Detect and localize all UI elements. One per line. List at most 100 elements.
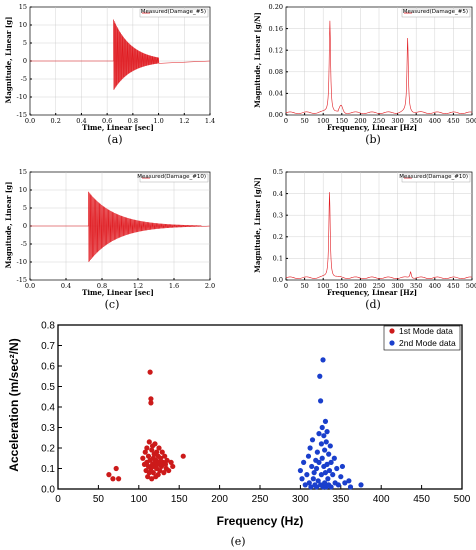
tick-label-x-e: 150 (171, 494, 188, 505)
data-point-2nd-mode (331, 455, 337, 461)
tick-label-x-d: 0 (284, 282, 288, 290)
caption-d: (d) (365, 298, 381, 311)
data-point-2nd-mode (328, 484, 334, 490)
tick-label-x-c: 1.2 (133, 282, 143, 290)
data-point-2nd-mode (358, 482, 364, 488)
chart-c: (c) Time, Linear [sec] Magnitude, Linear… (4, 174, 206, 311)
data-point-2nd-mode (317, 373, 323, 379)
data-point-2nd-mode (318, 398, 324, 404)
tick-label-y-a: 10 (19, 21, 27, 29)
caption-b: (b) (365, 133, 381, 146)
tick-label-y-d: 0.4 (273, 190, 283, 198)
data-point-1st-mode (158, 463, 165, 470)
ylabel-c: Magnitude, Linear [g] (4, 182, 13, 269)
legend-label-d: Measured(Damage_#10) (399, 174, 468, 180)
tick-label-x-d: 150 (336, 282, 348, 290)
data-point-1st-mode (106, 472, 112, 478)
tick-label-y-b: 0.20 (269, 3, 283, 11)
legend-box-d (401, 173, 471, 183)
data-point-2nd-mode (323, 439, 329, 445)
legend-label-b: Measured(Damage_#5) (403, 9, 468, 15)
tick-label-y-e: 0.5 (41, 382, 55, 393)
legend-marker-1st-mode (389, 328, 395, 334)
tick-label-x-b: 400 (429, 117, 441, 125)
data-point-1st-mode (162, 461, 169, 467)
tick-label-x-b: 500 (466, 117, 476, 125)
data-point-1st-mode (110, 476, 116, 482)
data-point-2nd-mode (330, 472, 336, 478)
tick-label-x-a: 1.4 (205, 117, 215, 125)
tick-label-x-e: 400 (373, 494, 390, 505)
data-point-2nd-mode (335, 482, 341, 488)
tick-label-x-a: 1.2 (179, 117, 189, 125)
tick-label-x-d: 500 (466, 282, 476, 290)
tick-label-x-a: 0.6 (102, 117, 112, 125)
tick-label-x-b: 350 (410, 117, 422, 125)
xlabel-a: Time, Linear [sec] (82, 123, 154, 132)
data-point-1st-mode (140, 455, 146, 461)
data-point-1st-mode (156, 445, 162, 451)
xlabel-e: Frequency (Hz) (217, 514, 304, 528)
data-point-1st-mode (147, 369, 153, 375)
tick-label-y-d: 0.1 (273, 255, 283, 263)
data-point-1st-mode (153, 449, 160, 455)
data-point-2nd-mode (346, 478, 352, 484)
tick-label-x-e: 250 (252, 494, 269, 505)
tick-label-y-e: 0.7 (41, 341, 55, 352)
tick-label-x-d: 50 (300, 282, 308, 290)
data-point-2nd-mode (319, 424, 325, 431)
tick-label-y-c: -10 (17, 258, 27, 266)
legend-label-c: Measured(Damage_#10) (137, 174, 206, 180)
tick-label-x-a: 0.4 (76, 117, 86, 125)
data-point-1st-mode (170, 463, 176, 470)
caption-a: (a) (107, 133, 122, 146)
data-point-1st-mode (113, 465, 119, 472)
tick-label-x-c: 0.0 (25, 282, 35, 290)
data-point-1st-mode (164, 457, 170, 463)
data-point-1st-mode (166, 467, 172, 474)
tick-label-y-b: 0.00 (269, 111, 283, 119)
tick-label-y-a: 15 (19, 3, 27, 11)
data-point-1st-mode (149, 476, 155, 482)
tick-label-y-a: -10 (17, 93, 27, 101)
data-point-2nd-mode (301, 459, 307, 465)
tick-label-x-b: 450 (447, 117, 459, 125)
data-point-2nd-mode (309, 437, 316, 443)
tick-label-y-e: 0.6 (41, 362, 55, 373)
tick-label-x-e: 50 (93, 494, 105, 505)
tick-label-x-c: 1.6 (169, 282, 179, 290)
tick-label-y-d: 0.3 (273, 211, 283, 219)
tick-label-x-a: 0.0 (25, 117, 35, 125)
tick-label-y-c: 15 (19, 168, 27, 176)
data-point-1st-mode (155, 472, 161, 478)
data-point-1st-mode (148, 396, 154, 402)
tick-label-y-c: -5 (21, 240, 27, 248)
tick-label-y-c: 0 (23, 222, 27, 230)
data-point-1st-mode (162, 453, 168, 459)
tick-label-y-e: 0.1 (41, 464, 55, 475)
ylabel-b: Magnitude, Linear [g/N] (253, 12, 262, 108)
series-line-b (285, 20, 473, 114)
data-point-2nd-mode (313, 465, 320, 472)
xlabel-b: Frequency, Linear [Hz] (327, 123, 417, 132)
data-point-1st-mode (158, 455, 164, 461)
series-line-d (285, 192, 473, 280)
plot-d: 0 50 100 150 200 250 300 350 400 450 500 0.0 0.1 0.2 0… (273, 168, 476, 290)
data-point-1st-mode (161, 470, 167, 476)
data-point-2nd-mode (306, 480, 312, 486)
data-point-2nd-mode (299, 476, 305, 482)
ylabel-e: Acceleration (m/sec²/N) (7, 338, 21, 471)
tick-label-x-d: 450 (447, 282, 459, 290)
data-point-1st-mode (157, 467, 163, 474)
data-point-2nd-mode (327, 443, 333, 449)
data-point-1st-mode (148, 400, 154, 406)
data-point-2nd-mode (307, 445, 313, 451)
data-point-2nd-mode (318, 441, 325, 447)
tick-label-x-b: 300 (391, 117, 403, 125)
tick-label-y-e: 0.2 (41, 444, 55, 455)
tick-label-x-e: 450 (413, 494, 430, 505)
tick-label-x-b: 150 (336, 117, 348, 125)
data-point-2nd-mode (342, 480, 348, 486)
tick-label-x-b: 50 (300, 117, 308, 125)
tick-label-y-a: 5 (23, 39, 27, 47)
